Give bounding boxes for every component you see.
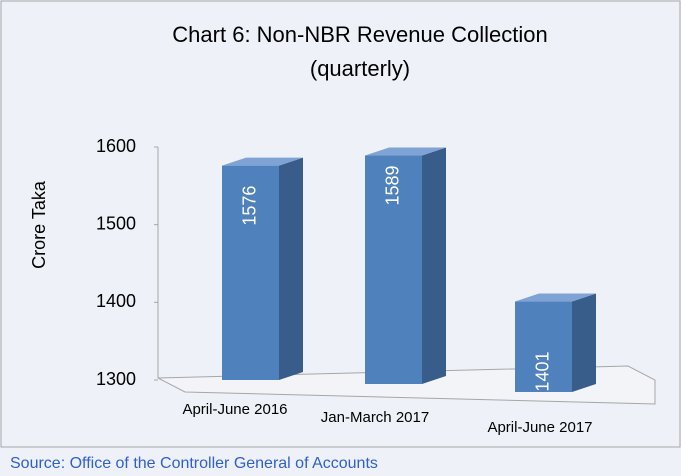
- data-label: 1589: [382, 166, 402, 206]
- bar: [222, 165, 279, 380]
- bar-top: [365, 147, 446, 156]
- source-note: Source: Office of the Controller General…: [10, 455, 378, 472]
- bar: [365, 155, 422, 384]
- data-label: 1576: [239, 186, 259, 226]
- bar: [515, 301, 572, 392]
- chart-subtitle: (quarterly): [310, 56, 410, 81]
- bar-side: [279, 157, 303, 380]
- data-label: 1401: [532, 352, 552, 392]
- y-axis-label: Crore Taka: [29, 180, 49, 269]
- x-tick-label: Jan-March 2017: [321, 409, 429, 426]
- y-tick-label: 1400: [96, 291, 136, 311]
- bar-side: [422, 147, 446, 384]
- bar-top: [222, 157, 303, 166]
- chart-title: Chart 6: Non-NBR Revenue Collection: [172, 22, 547, 47]
- y-tick-label: 1600: [96, 136, 136, 156]
- y-tick-label: 1500: [96, 213, 136, 233]
- bar-top: [515, 293, 596, 302]
- chart-border: [0, 0, 681, 448]
- x-tick-label: April-June 2017: [487, 419, 592, 436]
- y-tick-label: 1300: [96, 369, 136, 389]
- bar-side: [572, 293, 596, 392]
- x-tick-label: April-June 2016: [182, 401, 287, 418]
